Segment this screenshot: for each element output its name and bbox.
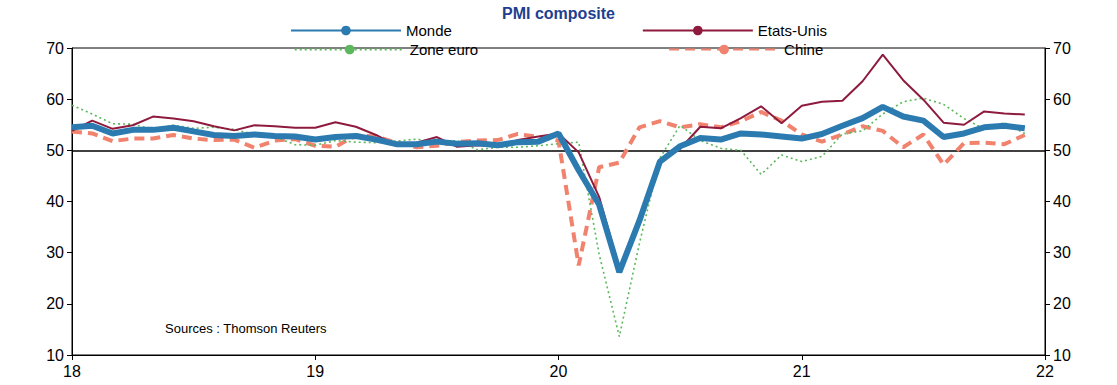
svg-text:19: 19 — [306, 363, 324, 380]
svg-text:21: 21 — [793, 363, 811, 380]
svg-text:Chine: Chine — [784, 41, 823, 58]
svg-text:Zone euro: Zone euro — [410, 41, 478, 58]
svg-text:40: 40 — [46, 193, 64, 210]
svg-text:50: 50 — [46, 142, 64, 159]
svg-text:20: 20 — [46, 295, 64, 312]
svg-text:70: 70 — [1053, 40, 1071, 57]
svg-text:Sources : Thomson Reuters: Sources : Thomson Reuters — [165, 321, 327, 336]
svg-text:30: 30 — [46, 244, 64, 261]
svg-text:20: 20 — [1053, 295, 1071, 312]
svg-text:30: 30 — [1053, 244, 1071, 261]
svg-text:10: 10 — [1053, 347, 1071, 364]
svg-text:Etats-Unis: Etats-Unis — [758, 22, 827, 39]
svg-text:22: 22 — [1036, 363, 1054, 380]
svg-text:10: 10 — [46, 347, 64, 364]
svg-text:50: 50 — [1053, 142, 1071, 159]
svg-text:20: 20 — [550, 363, 568, 380]
svg-text:PMI composite: PMI composite — [502, 5, 615, 22]
svg-text:40: 40 — [1053, 193, 1071, 210]
svg-text:60: 60 — [46, 91, 64, 108]
svg-text:70: 70 — [46, 40, 64, 57]
svg-text:18: 18 — [63, 363, 81, 380]
svg-text:60: 60 — [1053, 91, 1071, 108]
svg-text:Monde: Monde — [406, 22, 452, 39]
